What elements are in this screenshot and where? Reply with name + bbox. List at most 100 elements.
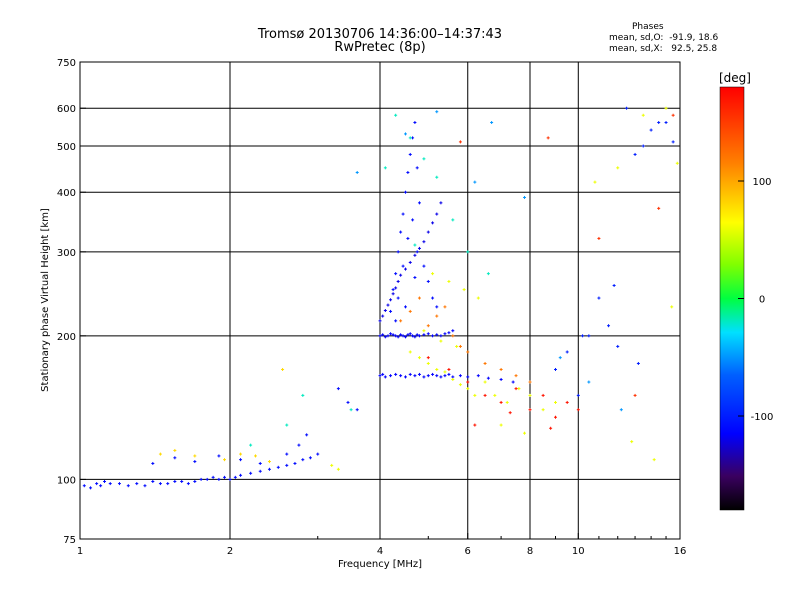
data-point xyxy=(431,334,435,338)
data-point xyxy=(422,157,426,161)
data-point xyxy=(391,333,395,337)
colorbar-tick-label: 100 xyxy=(752,177,771,188)
data-point xyxy=(276,465,280,469)
data-point xyxy=(486,376,490,380)
data-point xyxy=(422,240,426,244)
data-point xyxy=(664,106,668,110)
data-point xyxy=(355,408,359,412)
data-point xyxy=(455,344,459,348)
data-point xyxy=(431,221,435,225)
data-point xyxy=(439,375,443,379)
data-point xyxy=(435,110,439,114)
data-point xyxy=(633,152,637,156)
data-point xyxy=(422,264,426,268)
data-point xyxy=(466,375,470,379)
data-point xyxy=(476,296,480,300)
data-point xyxy=(439,339,443,343)
data-point xyxy=(173,479,177,483)
data-point xyxy=(211,475,215,479)
data-point xyxy=(193,460,197,464)
data-point xyxy=(422,333,426,337)
data-point xyxy=(413,374,417,378)
y-tick-label: 750 xyxy=(57,58,76,69)
data-point xyxy=(426,332,430,336)
data-point xyxy=(223,458,227,462)
colorbar-label: [deg] xyxy=(719,71,751,85)
data-point xyxy=(391,288,395,292)
data-point xyxy=(641,113,645,117)
y-tick-label: 100 xyxy=(57,475,76,486)
data-point xyxy=(523,431,527,435)
data-point xyxy=(451,329,455,333)
data-point xyxy=(406,333,410,337)
data-point xyxy=(396,250,400,254)
data-point xyxy=(217,477,221,481)
data-point xyxy=(394,319,398,323)
x-tick-label: 2 xyxy=(227,546,233,557)
phases-stats-o-mode: mean, sd,O: -91.9, 18.6 xyxy=(609,33,719,43)
data-point xyxy=(447,279,451,283)
data-point xyxy=(408,260,412,264)
data-point xyxy=(383,335,387,339)
data-point xyxy=(587,380,591,384)
data-point xyxy=(415,333,419,337)
data-point xyxy=(439,201,443,205)
data-point xyxy=(451,377,455,381)
data-point xyxy=(126,484,130,488)
data-point xyxy=(462,288,466,292)
data-point xyxy=(413,335,417,339)
data-point xyxy=(186,482,190,486)
data-point xyxy=(616,344,620,348)
data-point xyxy=(396,335,400,339)
data-point xyxy=(528,393,532,397)
y-axis-label: Stationary phase Virtual Height [km] xyxy=(40,208,51,392)
data-point xyxy=(394,372,398,376)
data-point xyxy=(511,380,515,384)
data-point xyxy=(466,350,470,354)
data-point xyxy=(408,332,412,336)
data-point xyxy=(619,408,623,412)
data-point xyxy=(383,166,387,170)
data-point xyxy=(411,334,415,338)
data-point xyxy=(389,309,393,313)
data-point xyxy=(103,479,107,483)
data-point xyxy=(458,374,462,378)
data-point xyxy=(514,374,518,378)
data-point xyxy=(381,333,385,337)
data-point xyxy=(417,201,421,205)
data-point xyxy=(664,121,668,125)
data-point xyxy=(630,440,634,444)
data-point xyxy=(401,264,405,268)
data-point xyxy=(386,303,390,307)
data-point xyxy=(493,393,497,397)
data-point xyxy=(378,334,382,338)
data-point xyxy=(473,423,477,427)
data-point xyxy=(249,471,253,475)
data-point xyxy=(401,334,405,338)
data-point xyxy=(565,350,569,354)
colorbar-tick-label: -100 xyxy=(751,412,774,423)
chart-subtitle: RwPretec (8p) xyxy=(334,40,426,55)
data-point xyxy=(383,375,387,379)
data-point xyxy=(336,467,340,471)
data-point xyxy=(435,175,439,179)
data-point xyxy=(466,380,470,384)
data-point xyxy=(417,334,421,338)
data-point xyxy=(281,367,285,371)
data-point xyxy=(499,377,503,381)
data-point xyxy=(199,477,203,481)
data-point xyxy=(403,132,407,136)
data-point xyxy=(476,374,480,378)
data-point xyxy=(193,454,197,458)
phases-stats-heading: Phases xyxy=(632,22,664,32)
data-point xyxy=(443,305,447,309)
data-point xyxy=(413,121,417,125)
data-point xyxy=(447,372,451,376)
y-tick-label: 75 xyxy=(63,535,76,546)
data-point xyxy=(166,482,170,486)
data-point xyxy=(517,387,521,391)
data-point xyxy=(285,463,289,467)
data-point xyxy=(173,456,177,460)
y-axis: 75 100 200 300 400 500 600 750 xyxy=(57,58,86,546)
